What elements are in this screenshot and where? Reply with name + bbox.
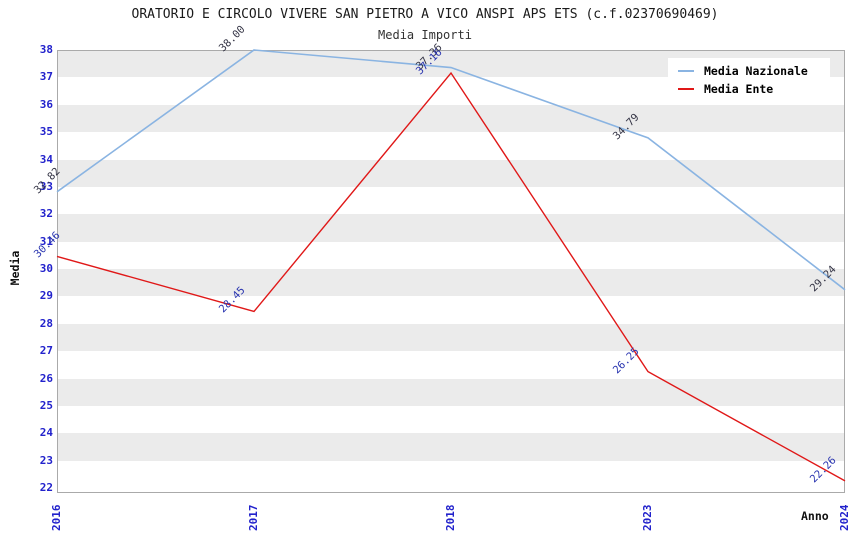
y-tick-label: 36: [39, 97, 53, 111]
y-tick-label: 31: [39, 234, 53, 248]
x-tick-label: 2023: [641, 504, 654, 532]
x-tick-label: 2017: [247, 504, 260, 532]
y-tick-label: 27: [39, 344, 53, 358]
x-tick-label: 2024: [838, 504, 850, 532]
x-tick-label: 2016: [50, 504, 63, 532]
legend-label: Media Nazionale: [704, 64, 808, 78]
x-tick-label: 2018: [444, 504, 457, 532]
y-tick-label: 23: [39, 453, 53, 467]
plot-area: [57, 50, 845, 493]
y-tick-label: 33: [39, 179, 53, 193]
y-tick-label: 34: [39, 152, 53, 166]
y-tick-label: 38: [39, 43, 53, 56]
line-sample-icon: [678, 70, 694, 72]
chart-title: ORATORIO E CIRCOLO VIVERE SAN PIETRO A V…: [131, 7, 719, 22]
y-tick-label: 30: [39, 262, 53, 275]
legend: Media Nazionale Media Ente: [668, 58, 830, 102]
y-tick-label: 37: [39, 70, 53, 84]
chart-subtitle: Media Importi: [378, 28, 472, 42]
y-tick-label: 29: [39, 289, 53, 303]
legend-label: Media Ente: [704, 82, 774, 96]
y-tick-label: 26: [39, 371, 53, 385]
y-tick-label: 28: [39, 316, 53, 330]
y-tick-label: 32: [39, 207, 53, 221]
y-tick-label: 35: [39, 125, 53, 139]
legend-item-media-ente: Media Ente: [678, 80, 830, 98]
y-axis-title: Media: [8, 250, 22, 286]
y-tick-label: 25: [39, 398, 53, 412]
y-tick-label: 22: [39, 481, 53, 494]
legend-item-media-nazionale: Media Nazionale: [678, 62, 830, 80]
x-axis-title: Anno: [801, 509, 829, 523]
y-tick-label: 24: [39, 426, 53, 440]
line-sample-icon: [678, 88, 694, 90]
